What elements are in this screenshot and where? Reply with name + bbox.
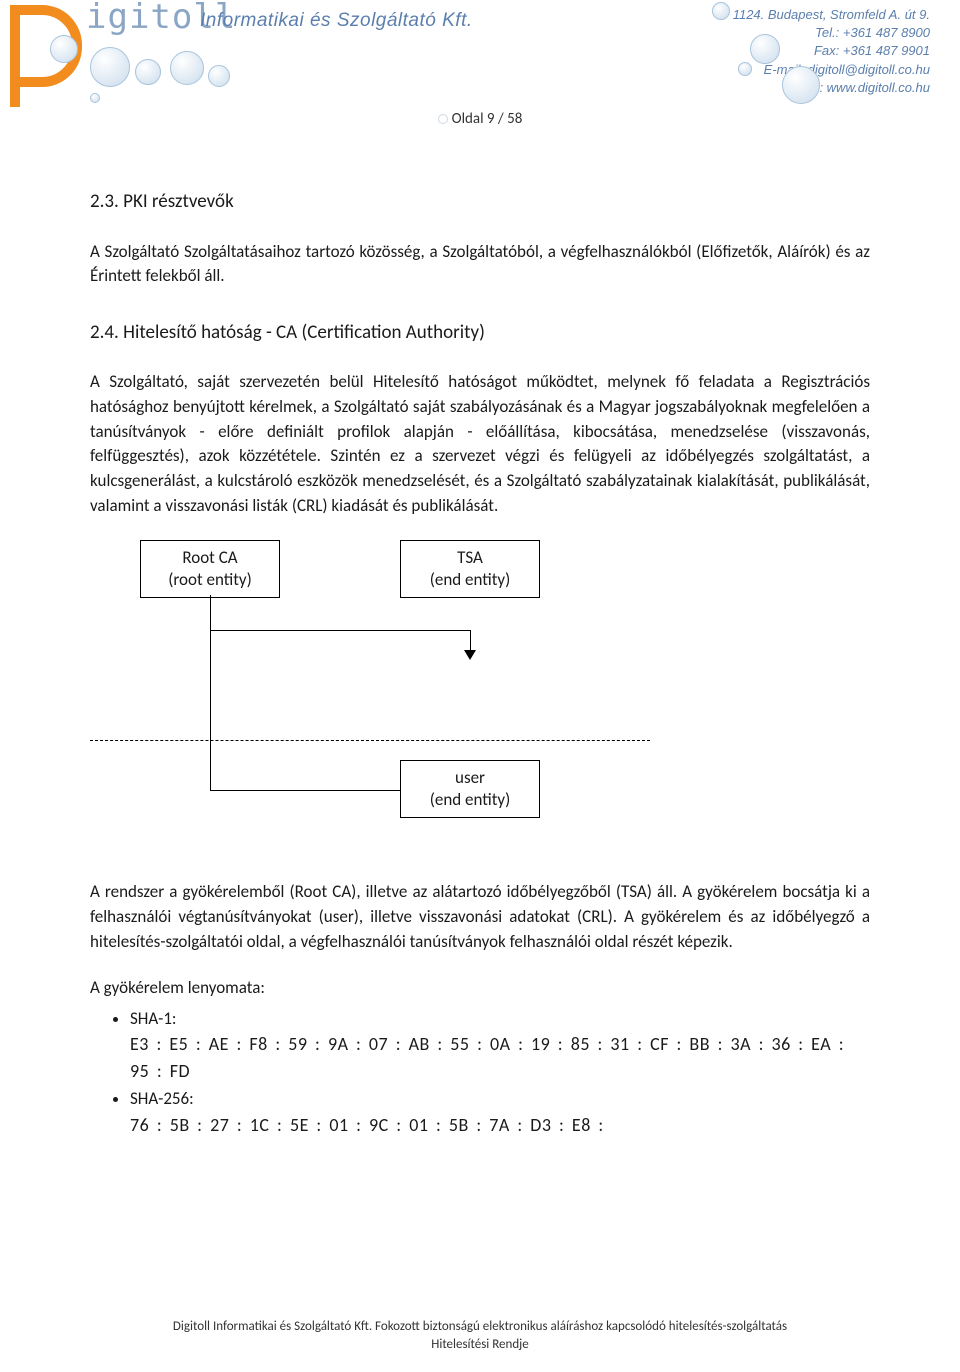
root-ca-line1: Root CA	[161, 547, 259, 569]
sha1-value: E3 : E5 : AE : F8 : 59 : 9A : 07 : AB : …	[130, 1031, 870, 1085]
page-footer: Digitoll Informatikai és Szolgáltató Kft…	[0, 1318, 960, 1354]
diagram-node-user: user (end entity)	[400, 760, 540, 818]
fingerprint-intro: A gyökérelem lenyomata:	[90, 976, 870, 1001]
section-2-4-num: 2.4.	[90, 321, 119, 344]
user-line1: user	[421, 767, 519, 789]
footer-line2: Hitelesítési Rendje	[0, 1336, 960, 1354]
diagram-edge-root-vertical	[210, 595, 211, 790]
tsa-line1: TSA	[421, 547, 519, 569]
page-header: igitoll Informatikai és Szolgáltató Kft.…	[0, 0, 960, 110]
fingerprint-sha1-item: SHA-1: E3 : E5 : AE : F8 : 59 : 9A : 07 …	[130, 1007, 870, 1086]
diagram-edge-root-user-h	[210, 790, 400, 791]
section-2-3-title: PKI résztvevők	[123, 190, 234, 213]
document-body: 2.3. PKI résztvevők A Szolgáltató Szolgá…	[0, 128, 960, 1139]
sha256-value: 76 : 5B : 27 : 1C : 5E : 01 : 9C : 01 : …	[130, 1112, 870, 1139]
diagram-node-root-ca: Root CA (root entity)	[140, 540, 280, 598]
page-number: Oldal 9 / 58	[0, 110, 960, 128]
section-2-4-heading: 2.4. Hitelesítő hatóság - CA (Certificat…	[90, 319, 870, 347]
sha256-label: SHA-256:	[130, 1088, 194, 1109]
section-2-3-num: 2.3.	[90, 190, 119, 213]
contact-block: 1124. Budapest, Stromfeld A. út 9. Tel.:…	[733, 6, 930, 97]
contact-address: 1124. Budapest, Stromfeld A. út 9.	[733, 6, 930, 24]
user-line2: (end entity)	[421, 789, 519, 811]
diagram-edge-root-tsa-h	[210, 630, 470, 631]
diagram-node-tsa: TSA (end entity)	[400, 540, 540, 598]
section-2-4-title: Hitelesítő hatóság - CA (Certification A…	[123, 321, 485, 344]
section-2-4-body: A Szolgáltató, saját szervezetén belül H…	[90, 370, 870, 518]
fingerprint-sha256-item: SHA-256: 76 : 5B : 27 : 1C : 5E : 01 : 9…	[130, 1087, 870, 1139]
footer-line1: Digitoll Informatikai és Szolgáltató Kft…	[0, 1318, 960, 1336]
section-2-3-body: A Szolgáltató Szolgáltatásaihoz tartozó …	[90, 240, 870, 289]
fingerprint-list: SHA-1: E3 : E5 : AE : F8 : 59 : 9A : 07 …	[90, 1007, 870, 1139]
company-name: Informatikai és Szolgáltató Kft.	[200, 10, 473, 32]
root-ca-line2: (root entity)	[161, 569, 259, 591]
after-diagram-paragraph: A rendszer a gyökérelemből (Root CA), il…	[90, 880, 870, 954]
contact-web: Web: www.digitoll.co.hu	[733, 79, 930, 97]
ca-hierarchy-diagram: Root CA (root entity) TSA (end entity) u…	[90, 540, 870, 860]
diagram-dashed-separator	[90, 740, 650, 741]
sha1-label: SHA-1:	[130, 1008, 176, 1029]
arrow-tsa-icon	[464, 650, 476, 660]
section-2-3-heading: 2.3. PKI résztvevők	[90, 188, 870, 216]
diagram-edge-tsa-v	[470, 630, 471, 652]
tsa-line2: (end entity)	[421, 569, 519, 591]
